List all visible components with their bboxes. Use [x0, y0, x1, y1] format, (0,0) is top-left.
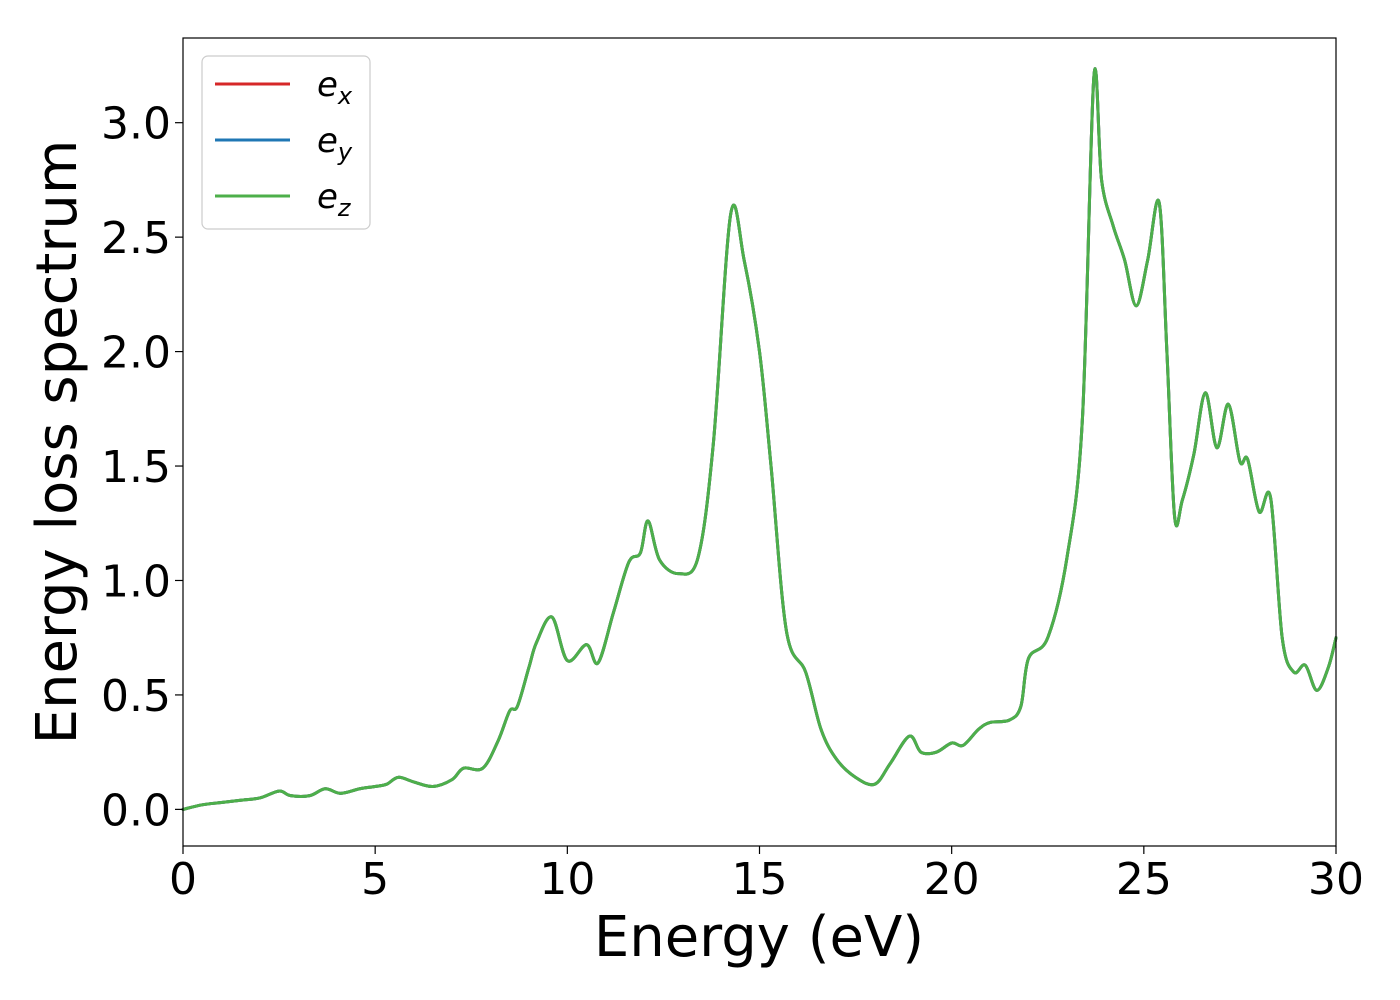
y-tick-label: 2.5: [101, 213, 171, 264]
x-tick-label: 25: [1116, 854, 1172, 905]
legend-label-ex: ex: [317, 65, 353, 110]
y-tick-label: 0.5: [101, 671, 171, 722]
legend-box: [201, 55, 371, 230]
x-axis-label: Energy (eV): [594, 905, 924, 970]
y-axis-label: Energy loss spectrum: [25, 140, 90, 745]
x-tick-label: 0: [169, 854, 197, 905]
y-tick-label: 1.0: [101, 556, 171, 607]
x-tick-label: 30: [1308, 854, 1364, 905]
x-axis-ticks: 0 5 10 15 20 25 30: [169, 846, 1364, 905]
y-tick-label: 2.0: [101, 328, 171, 379]
legend-label-ey: ey: [317, 121, 353, 166]
legend: ex ey ez: [201, 55, 371, 230]
x-tick-label: 15: [732, 854, 788, 905]
x-tick-label: 10: [539, 854, 595, 905]
series-layer: [181, 67, 1338, 811]
series-line-ez: [181, 67, 1338, 811]
y-tick-label: 3.0: [101, 99, 171, 150]
legend-label-ez: ez: [317, 177, 352, 222]
x-tick-label: 20: [924, 854, 980, 905]
y-tick-label: 1.5: [101, 442, 171, 493]
x-tick-label: 5: [361, 854, 389, 905]
y-tick-label: 0.0: [101, 785, 171, 836]
y-axis-ticks: 0.0 0.5 1.0 1.5 2.0 2.5 3.0: [101, 99, 183, 836]
